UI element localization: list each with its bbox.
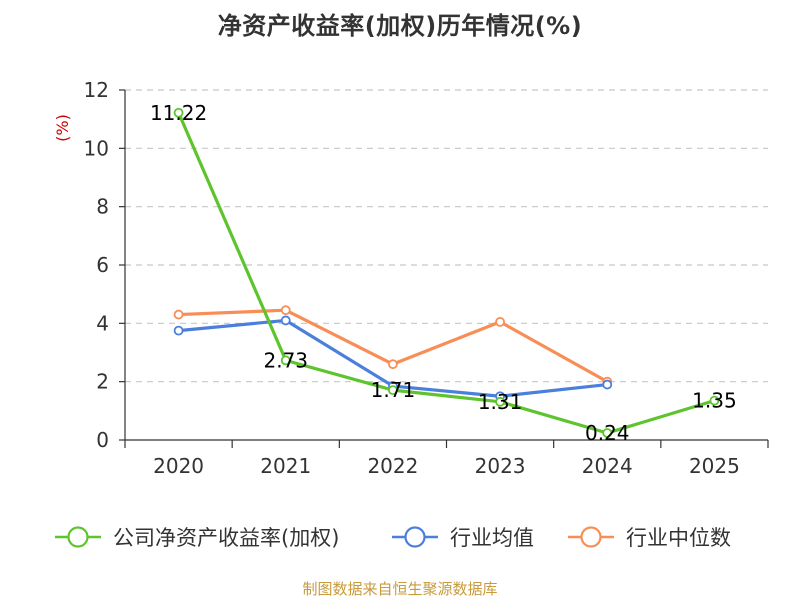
y-tick-label: 0 <box>96 428 109 452</box>
data-point-series-2 <box>495 316 505 327</box>
series-line-2 <box>176 308 609 384</box>
legend-label: 行业中位数 <box>626 526 731 550</box>
data-label: 11.22 <box>150 101 207 125</box>
series-lines <box>173 107 720 438</box>
legend-swatch-marker <box>404 526 426 548</box>
data-point-series-0 <box>709 395 720 406</box>
data-labels: 11.22 2.73 1.71 1.31 0.24 1.35 <box>150 101 737 445</box>
legend-item-0: 公司净资产收益率(加权) <box>55 526 339 550</box>
x-tick-label: 2022 <box>367 454 418 478</box>
chart-title: 净资产收益率(加权)历年情况(%) <box>217 12 583 40</box>
data-point-series-0 <box>495 396 505 407</box>
data-point-series-2 <box>280 305 291 316</box>
legend: 公司净资产收益率(加权) 行业均值 行业中位数 <box>55 526 731 550</box>
legend-item-1: 行业均值 <box>392 526 534 550</box>
legend-swatch-marker <box>580 526 602 548</box>
data-point-series-0 <box>173 107 184 118</box>
data-point-series-1 <box>280 315 291 326</box>
y-tick-label: 12 <box>84 78 109 102</box>
y-tick-label: 2 <box>96 370 109 394</box>
legend-label: 公司净资产收益率(加权) <box>113 526 339 550</box>
y-axis-label: (%) <box>53 114 72 142</box>
x-tick-label: 2025 <box>689 454 740 478</box>
data-point-series-0 <box>602 428 613 438</box>
x-tick-label: 2024 <box>582 454 633 478</box>
data-point-series-2 <box>173 309 184 320</box>
data-label: 1.31 <box>478 390 523 414</box>
grid-lines <box>125 89 768 383</box>
data-label: 1.35 <box>692 389 737 413</box>
x-tick-label: 2021 <box>260 454 311 478</box>
x-tick-label: 2023 <box>475 454 526 478</box>
legend-label: 行业均值 <box>450 526 534 550</box>
data-point-series-1 <box>602 379 613 390</box>
y-tick-label: 10 <box>84 136 109 160</box>
legend-item-2: 行业中位数 <box>568 526 731 550</box>
data-point-series-0 <box>388 385 398 396</box>
data-label: 2.73 <box>263 348 308 372</box>
y-tick-label: 8 <box>96 195 109 219</box>
y-tick-label: 4 <box>96 311 109 335</box>
series-line-0 <box>176 111 717 435</box>
data-point-series-1 <box>173 325 184 336</box>
source-note: 制图数据来自恒生聚源数据库 <box>302 580 498 598</box>
data-point-series-0 <box>280 355 291 366</box>
data-label: 0.24 <box>585 421 630 445</box>
x-tick-label: 2020 <box>153 454 204 478</box>
y-tick-label: 6 <box>96 253 109 277</box>
data-label: 1.71 <box>371 378 416 402</box>
data-point-series-2 <box>388 359 398 370</box>
legend-swatch-marker <box>67 526 89 548</box>
axes: 0 2 4 6 8 10 12 (%) 2020 2021 2022 2023 2024 2025 <box>53 78 769 478</box>
